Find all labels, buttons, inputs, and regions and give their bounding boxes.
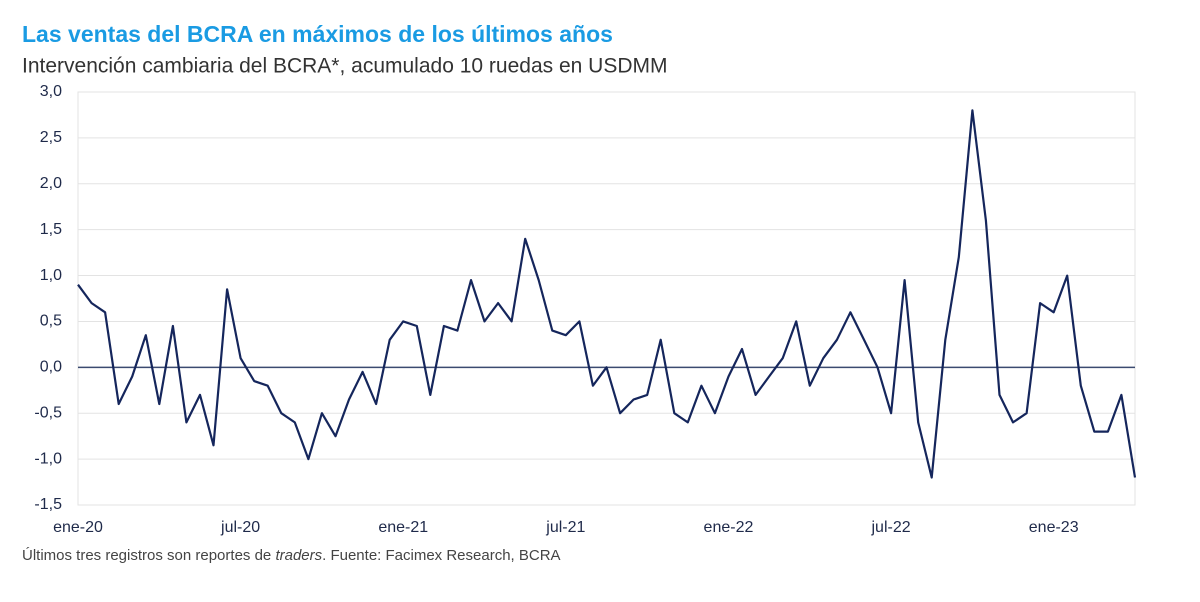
footnote: Últimos tres registros son reportes de t… <box>22 547 561 564</box>
y-tick-label: -1,0 <box>34 450 62 467</box>
footnote-part: Últimos tres registros son reportes de <box>22 547 275 564</box>
y-tick-label: 1,5 <box>40 221 62 238</box>
x-tick-label: jul-22 <box>871 519 911 536</box>
x-tick-label: ene-21 <box>378 519 428 536</box>
plot-frame <box>77 91 1136 506</box>
y-tick-label: -0,5 <box>34 404 62 421</box>
chart-title: Las ventas del BCRA en máximos de los úl… <box>22 21 613 47</box>
x-tick-label: jul-21 <box>545 519 585 536</box>
x-tick-label: ene-20 <box>53 519 103 536</box>
y-tick-label: 2,5 <box>40 129 62 146</box>
y-tick-label: 0,0 <box>40 359 62 376</box>
data-line <box>77 109 1137 479</box>
x-tick-label: ene-23 <box>1029 519 1079 536</box>
x-tick-label: ene-22 <box>704 519 754 536</box>
chart-subtitle: Intervención cambiaria del BCRA*, acumul… <box>22 55 667 78</box>
y-tick-label: 0,5 <box>40 313 62 330</box>
footnote-part: . Fuente: Facimex Research, BCRA <box>322 547 560 564</box>
x-tick-label: jul-20 <box>220 519 260 536</box>
y-tick-label: 1,0 <box>40 267 62 284</box>
y-tick-label: 3,0 <box>40 83 62 100</box>
y-tick-label: -1,5 <box>34 496 62 513</box>
y-tick-label: 2,0 <box>40 175 62 192</box>
footnote-part: traders <box>275 547 322 564</box>
